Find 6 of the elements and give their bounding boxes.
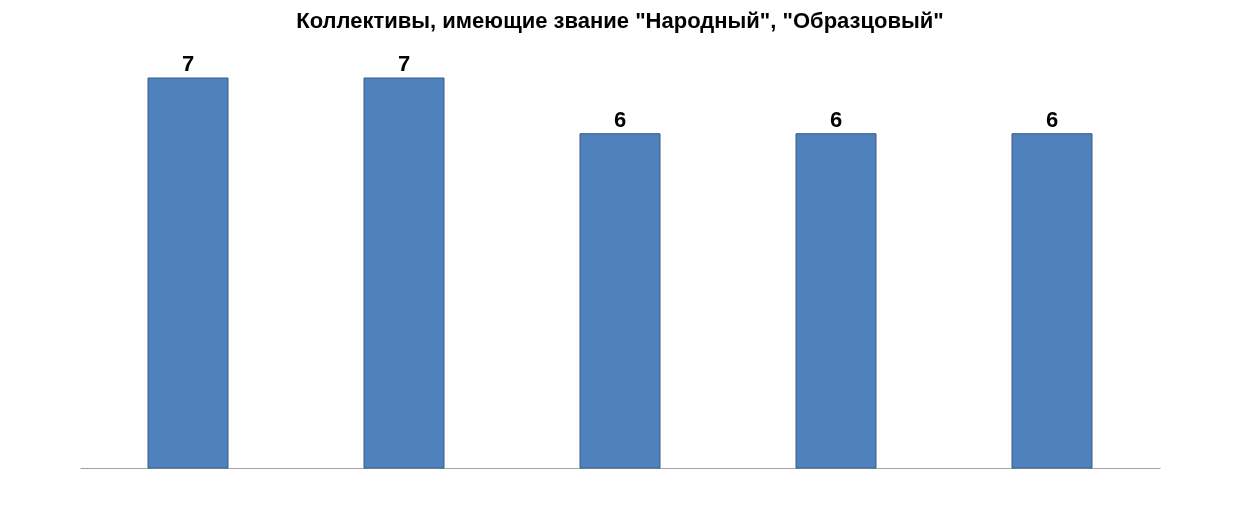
chart-title: Коллективы, имеющие звание "Народный", "Образцовый": [296, 8, 944, 33]
data-label: 6: [613, 106, 627, 132]
data-label: 6: [1045, 106, 1059, 132]
data-label: 6: [829, 106, 843, 132]
data-label: 7: [181, 51, 195, 76]
data-label: 7: [397, 51, 411, 76]
